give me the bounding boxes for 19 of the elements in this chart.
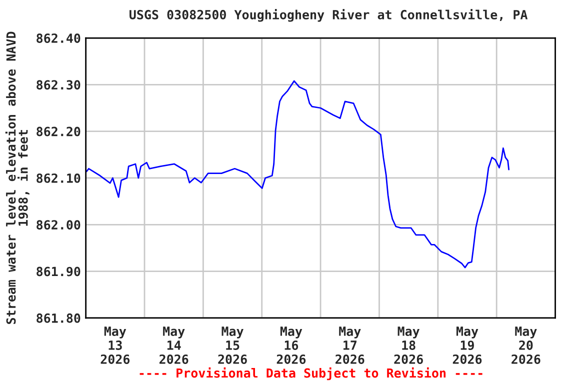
x-tick-label: May 18 2026 bbox=[394, 326, 423, 364]
y-tick-label: 862.10 bbox=[36, 173, 80, 183]
y-tick-label: 862.00 bbox=[36, 220, 80, 230]
x-tick-label: May 14 2026 bbox=[159, 326, 188, 364]
y-tick-label: 862.40 bbox=[36, 33, 80, 43]
x-tick-label: May 20 2026 bbox=[512, 326, 540, 364]
x-tick-label: May 13 2026 bbox=[100, 326, 130, 364]
x-tick-label: May 16 2026 bbox=[276, 326, 306, 364]
x-tick-label: May 17 2026 bbox=[336, 326, 364, 364]
y-axis-title: Stream water level elevation above NAVD 1988, in feet bbox=[5, 32, 30, 324]
chart-title: USGS 03082500 Youghiogheny River at Connellsville, PA bbox=[130, 9, 528, 22]
x-tick-label: May 15 2026 bbox=[218, 326, 247, 364]
y-tick-label: 862.30 bbox=[36, 80, 80, 90]
line-series bbox=[86, 80, 510, 268]
y-tick-label: 861.80 bbox=[36, 313, 80, 323]
text: ---- Provisional Data Subject to Revision ---- bbox=[140, 367, 482, 380]
y-tick-label: 861.90 bbox=[36, 266, 80, 276]
y-tick-label: 862.20 bbox=[36, 126, 80, 136]
x-tick-label: May 19 2026 bbox=[452, 326, 482, 364]
